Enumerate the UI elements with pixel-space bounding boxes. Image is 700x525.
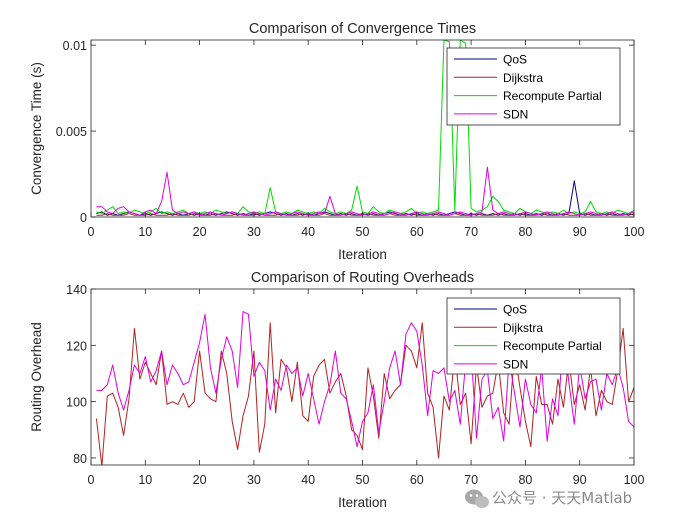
x-tick-label: 10 (138, 225, 152, 239)
legend-label-sdn: SDN (503, 357, 528, 371)
x-tick-label: 60 (410, 225, 424, 239)
legend-box (446, 47, 621, 126)
x-tick-label: 50 (356, 225, 370, 239)
legend-label-dijkstra: Dijkstra (503, 321, 543, 335)
x-tick-label: 90 (573, 225, 587, 239)
x-tick-label: 30 (247, 225, 261, 239)
x-tick-label: 70 (464, 473, 478, 487)
wechat-icon-bubble-small (475, 496, 489, 508)
x-tick-label: 20 (193, 473, 207, 487)
x-tick-label: 70 (464, 225, 478, 239)
series-line-sdn (96, 166, 634, 216)
legend-label-sdn: SDN (503, 107, 528, 121)
x-tick-label: 0 (88, 225, 95, 239)
y-tick-label: 0.01 (63, 39, 87, 53)
y-tick-label: 120 (66, 339, 87, 353)
x-tick-label: 80 (518, 473, 532, 487)
x-tick-label: 50 (356, 473, 370, 487)
legend[interactable]: QoS Dijkstra Recompute Partial SDN (446, 47, 621, 126)
legend-label-recompute-partial: Recompute Partial (503, 89, 602, 103)
series-group (96, 40, 634, 216)
x-tick-label: 90 (573, 473, 587, 487)
y-axis-label: Routing Overhead (29, 322, 44, 432)
x-tick-label: 60 (410, 473, 424, 487)
watermark: 公众号 · 天天Matlab (465, 489, 632, 508)
y-tick-label: 80 (73, 452, 87, 466)
x-tick-label: 40 (301, 225, 315, 239)
legend-label-qos: QoS (503, 53, 527, 67)
x-tick-label: 100 (624, 473, 645, 487)
wechat-icon (465, 489, 489, 508)
x-tick-label: 100 (624, 225, 645, 239)
x-tick-label: 20 (193, 225, 207, 239)
y-tick-label: 0.005 (56, 125, 87, 139)
legend-label-qos: QoS (503, 303, 527, 317)
y-axis-label: Convergence Time (s) (29, 62, 44, 195)
legend-label-recompute-partial: Recompute Partial (503, 339, 602, 353)
y-tick-label: 100 (66, 396, 87, 410)
legend[interactable]: QoS Dijkstra Recompute Partial SDN (446, 297, 621, 375)
y-tick-label: 0 (80, 211, 87, 225)
chart-title: Comparison of Convergence Times (249, 21, 476, 37)
legend-box (446, 297, 621, 375)
y-tick-label: 140 (66, 283, 87, 297)
chart-title: Comparison of Routing Overheads (251, 270, 474, 286)
x-tick-label: 30 (247, 473, 261, 487)
x-axis-label: Iteration (338, 247, 387, 262)
x-tick-label: 0 (88, 473, 95, 487)
watermark-text: 公众号 · 天天Matlab (492, 489, 632, 507)
series-group (95, 311, 634, 465)
x-axis-label: Iteration (338, 495, 387, 510)
x-tick-label: 80 (518, 225, 532, 239)
wechat-icon-eye-left (469, 494, 473, 497)
legend-label-dijkstra: Dijkstra (503, 71, 543, 85)
x-tick-label: 10 (138, 473, 152, 487)
wechat-icon-eye-right (475, 494, 479, 497)
series-line-sdn (96, 311, 634, 448)
chart-2: 0 10 20 30 40 50 60 70 80 90 100 80 100 120 140 Compari… (29, 270, 644, 510)
x-tick-label: 40 (301, 473, 315, 487)
chart-1: 0 10 20 30 40 50 60 70 80 90 100 0 0.005 0.01 Comparis… (29, 21, 644, 262)
